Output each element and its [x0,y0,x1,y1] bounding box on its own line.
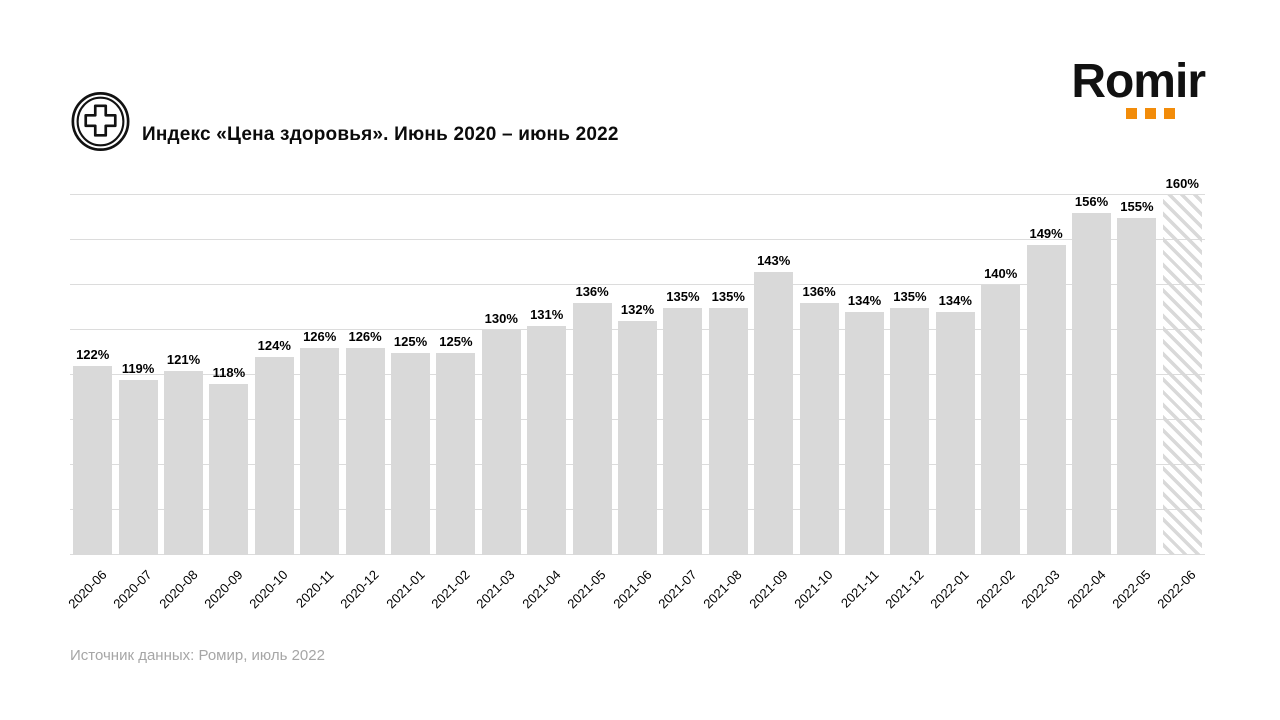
bar-value-label: 136% [802,284,836,299]
bar-value-label: 140% [984,266,1018,281]
page-title: Индекс «Цена здоровья». Июнь 2020 – июнь… [142,124,619,145]
bar-value-label: 134% [847,293,882,308]
bar [209,384,249,555]
bar-value-label: 135% [711,288,745,304]
logo-orange-square [1145,108,1157,120]
bar [300,348,340,555]
bar-value-label: 121% [166,351,201,367]
bar [708,307,748,555]
bar-value-label: 118% [212,365,246,380]
gridline [70,194,1205,195]
logo-orange-square [1164,108,1176,120]
bar [845,312,884,555]
bar-value-label: 126% [303,329,337,344]
bar-value-label: 143% [757,252,791,268]
romir-logo: Romir [1071,55,1206,120]
bar [436,352,476,555]
bar [890,307,930,555]
bar [572,303,612,555]
bar-chart-plot-area: 122% 2020-06 119% 2020-07 121% 2020-08 118% 202… [65,176,1205,611]
source-note: Источник данных: Ромир, июль 2022 [70,647,325,664]
gridline [70,284,1205,285]
bar-value-label: 136% [575,284,609,299]
bar-value-label: 125% [439,333,473,349]
bar [754,271,794,555]
bar-value-label: 119% [121,360,155,376]
bar-value-label: 135% [666,288,700,304]
logo-orange-square [1126,108,1138,120]
bar [73,366,113,555]
bar [527,325,567,555]
bar [481,330,521,555]
medical-cross-icon [71,92,130,151]
bar [618,321,657,555]
bar-value-label: 132% [620,302,655,317]
bar [254,357,294,555]
bar-value-label: 124% [257,338,291,353]
bar [164,370,203,555]
bar [981,285,1021,555]
bar-value-label: 125% [393,333,428,349]
bar-value-label: 122% [76,347,110,362]
romir-logo-text: Romir [1071,55,1206,108]
bar-forecast-hatched [1162,195,1202,555]
bar [1072,213,1111,555]
bar [1117,217,1157,555]
bar-value-label: 155% [1120,198,1154,214]
bar-value-label: 126% [348,329,382,344]
bar [663,307,703,555]
bar-value-label: 156% [1074,194,1109,209]
bar [345,348,385,555]
bar-value-label: 160% [1165,176,1199,191]
bar [799,303,839,555]
bar-value-label: 149% [1029,225,1063,241]
bar-value-label: 130% [484,311,518,326]
romir-logo-dots [1126,108,1205,120]
bar-value-label: 135% [893,288,927,304]
gridline [70,239,1205,240]
bar [391,352,430,555]
bar [118,379,158,555]
bar-value-label: 131% [530,306,564,322]
bar-value-label: 134% [938,293,972,308]
bar [1026,244,1066,555]
bar [935,312,975,555]
